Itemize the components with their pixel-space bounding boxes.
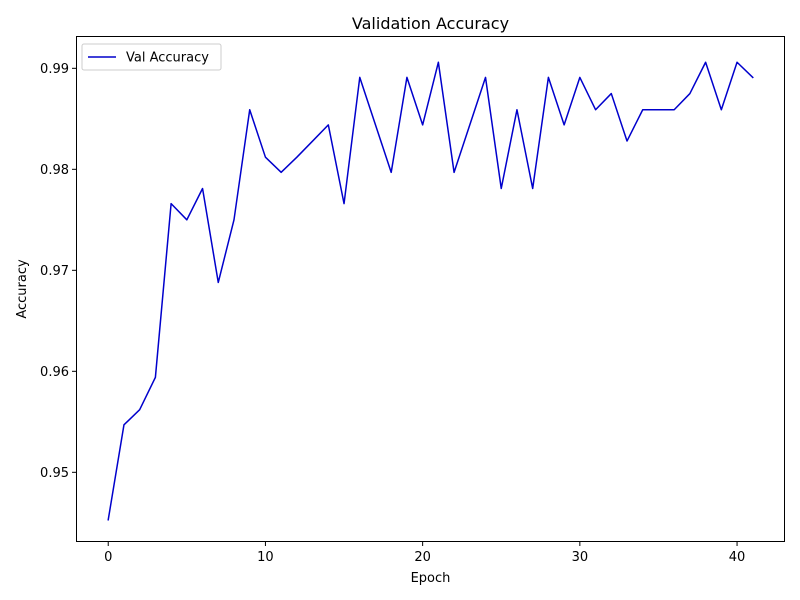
y-tick-label: 0.98 xyxy=(40,163,69,178)
y-tick-label: 0.95 xyxy=(40,466,69,481)
y-tick-label: 0.99 xyxy=(40,62,69,77)
chart-title: Validation Accuracy xyxy=(352,14,509,33)
y-tick-label: 0.96 xyxy=(40,365,69,380)
x-axis-ticks: 0 10 20 30 40 xyxy=(104,542,745,565)
y-tick-label: 0.97 xyxy=(40,264,69,279)
plot-area xyxy=(76,36,785,542)
legend-entry-val-accuracy: Val Accuracy xyxy=(126,51,209,66)
legend: Val Accuracy xyxy=(81,43,222,71)
x-axis-label: Epoch xyxy=(411,571,451,586)
y-axis-label: Accuracy xyxy=(15,259,30,319)
x-tick-label: 20 xyxy=(414,550,431,565)
plot-frame xyxy=(76,36,785,542)
x-tick-label: 30 xyxy=(572,550,589,565)
x-tick-label: 40 xyxy=(729,550,746,565)
legend-box xyxy=(81,43,222,71)
y-axis-ticks: 0.95 0.96 0.97 0.98 0.99 xyxy=(40,62,76,481)
x-tick-label: 10 xyxy=(257,550,274,565)
x-tick-label: 0 xyxy=(104,550,112,565)
series-line-val-accuracy xyxy=(107,61,754,521)
